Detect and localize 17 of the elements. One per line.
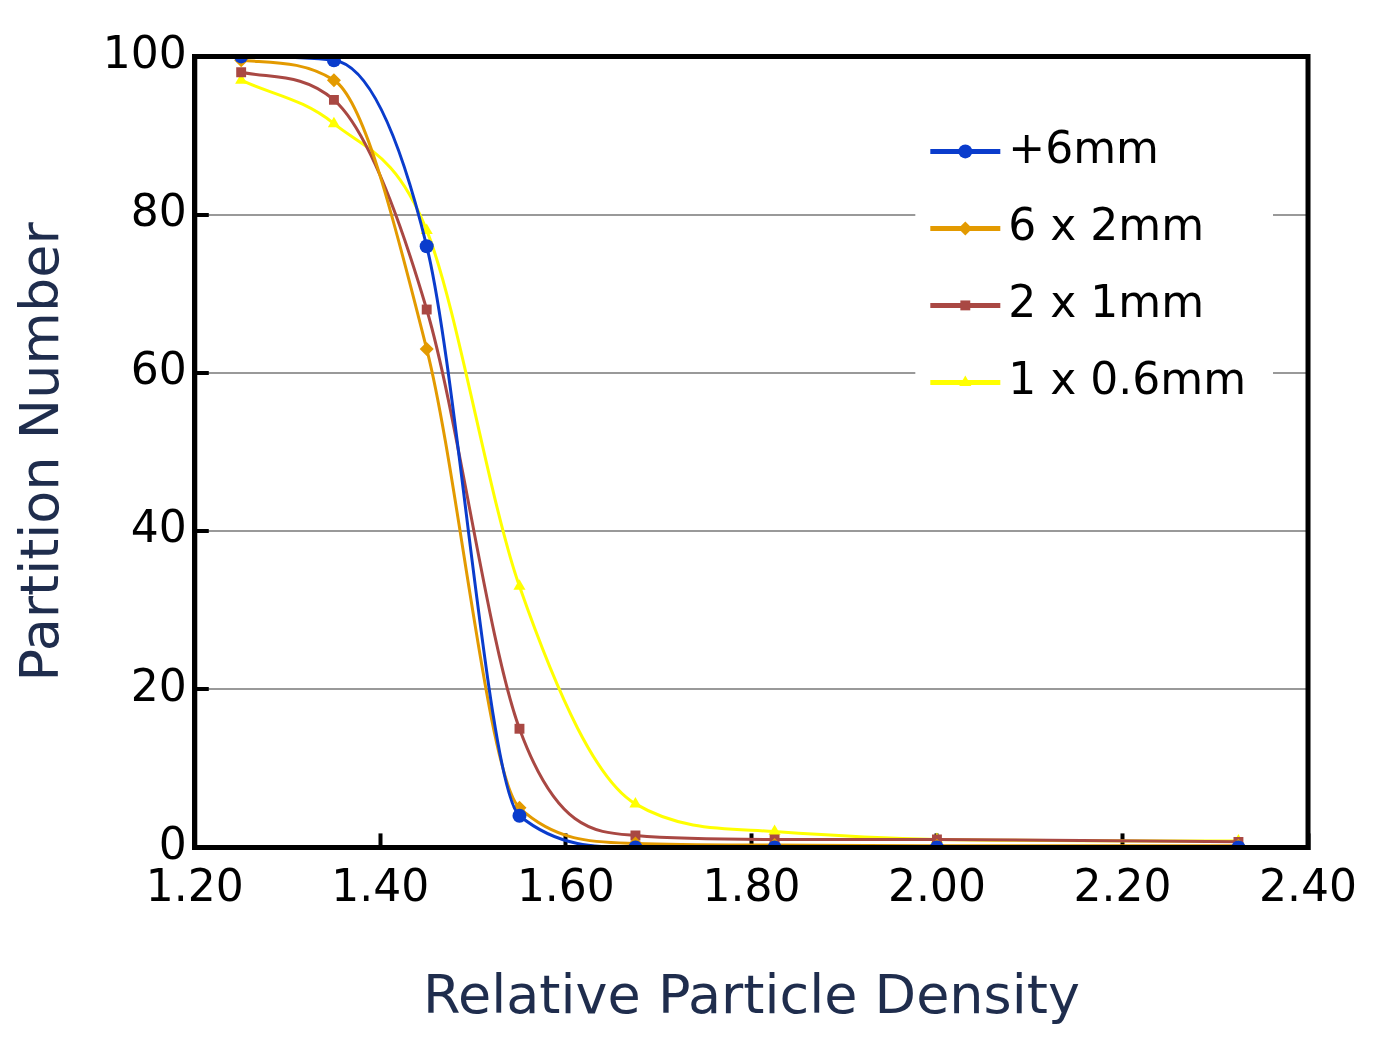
legend-label: 1 x 0.6mm: [1008, 352, 1247, 404]
x-tick-label: 1.40: [331, 860, 430, 912]
x-tick-label: 2.40: [1259, 860, 1357, 912]
y-tick-label: 80: [130, 185, 187, 237]
y-tick-label: 20: [130, 659, 187, 711]
x-tick-label: 1.60: [516, 860, 615, 912]
y-tick-label: 40: [130, 501, 187, 553]
x-tick-label: 2.20: [1073, 860, 1172, 912]
x-axis-title: Relative Particle Density: [422, 962, 1080, 1026]
legend-label: +6mm: [1008, 121, 1159, 173]
x-tick-label: 2.00: [887, 860, 986, 912]
legend-label: 6 x 2mm: [1008, 198, 1205, 250]
legend-label: 2 x 1mm: [1008, 275, 1205, 327]
y-tick-label: 60: [130, 343, 187, 395]
y-axis-title: Partition Number: [8, 221, 72, 682]
y-tick-label: 100: [102, 26, 187, 78]
x-tick-label: 1.80: [702, 860, 801, 912]
